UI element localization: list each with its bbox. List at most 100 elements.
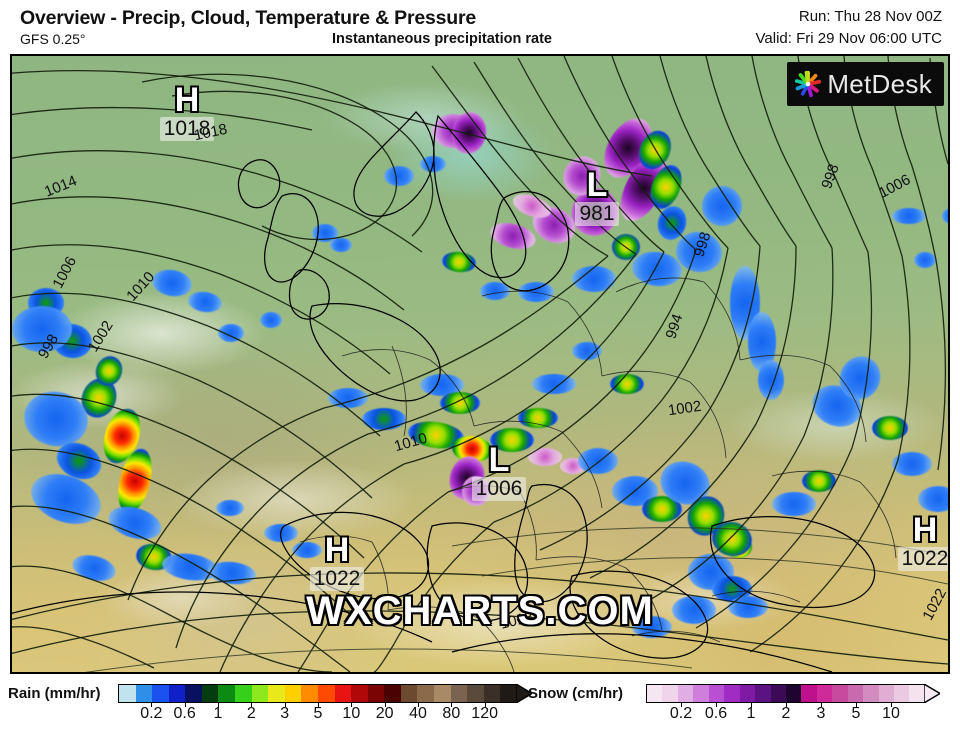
colorbar-swatch: [417, 685, 434, 702]
colorbar-tick-label: 20: [375, 705, 394, 722]
precip-cell: [518, 408, 558, 428]
precip-cell: [480, 282, 510, 300]
colorbar-tick-mark: [751, 703, 752, 707]
precip-cell: [330, 238, 352, 252]
colorbar-swatch: [201, 685, 219, 702]
colorbar-tick-label: 1: [213, 705, 223, 722]
colorbar-swatch: [708, 685, 725, 702]
colorbar-swatch: [770, 685, 786, 702]
precipitation-layer: [12, 56, 948, 672]
colorbar-swatch: [693, 685, 709, 702]
weather-map[interactable]: H 1018 L 981 L 1006 H 1022 H 1022 1018 1014 1006 100…: [10, 54, 950, 674]
colorbar-tick-label: 2: [246, 705, 256, 722]
valid-time-label: Valid: Fri 29 Nov 06:00 UTC: [755, 30, 942, 47]
colorbar-swatch: [119, 685, 136, 702]
colorbar-tick-label: 1: [746, 705, 756, 722]
colorbar-swatch: [785, 685, 802, 702]
colorbar-swatch: [894, 685, 910, 702]
colorbar-tick-label: 10: [882, 705, 900, 722]
precip-cell: [532, 374, 576, 394]
colorbar-swatch: [847, 685, 864, 702]
precip-cell: [802, 470, 836, 492]
precip-cell: [490, 428, 534, 452]
precip-cell: [216, 500, 244, 516]
precip-cell: [328, 388, 368, 408]
map-canvas: H 1018 L 981 L 1006 H 1022 H 1022 1018 1014 1006 100…: [12, 56, 948, 672]
chart-subtitle: Instantaneous precipitation rate: [332, 31, 552, 47]
colorbar-swatch: [909, 685, 925, 702]
colorbar-tick-mark: [251, 703, 253, 707]
colorbar-swatch: [251, 685, 269, 702]
colorbar-swatch: [739, 685, 756, 702]
colorbar-tick-mark: [451, 703, 453, 707]
colorbar-tick-mark: [384, 703, 386, 707]
colorbar-swatch: [235, 685, 252, 702]
colorbar-tick-mark: [716, 703, 717, 707]
colorbar-tick-mark: [184, 703, 186, 707]
colorbar-swatch: [334, 685, 352, 702]
colorbar-swatch: [400, 685, 418, 702]
snow-colorbar: [646, 684, 926, 703]
colorbar-tick-label: 0.6: [173, 705, 196, 722]
logo-text: MetDesk: [827, 68, 932, 99]
snow-colorbar-arrow: [924, 684, 940, 703]
precip-cell: [914, 252, 936, 268]
colorbar-swatch: [816, 685, 833, 702]
snow-legend-title: Snow (cm/hr): [528, 685, 624, 702]
colorbar-tick-mark: [318, 703, 319, 707]
pinwheel-icon: [795, 70, 822, 98]
colorbar-swatch: [135, 685, 153, 702]
colorbar-tick-mark: [786, 703, 787, 707]
colorbar-swatch: [863, 685, 879, 702]
precip-cell: [872, 416, 908, 440]
colorbar-tick-label: 2: [781, 705, 791, 722]
colorbar-tick-label: 3: [280, 705, 290, 722]
rain-colorbar-arrow: [516, 684, 532, 703]
precip-cell: [528, 448, 562, 466]
model-label: GFS 0.25°: [20, 31, 86, 47]
colorbar-swatch: [450, 685, 468, 702]
snow-legend: Snow (cm/hr) 0.2 0.6 1 2 3 5 10: [520, 682, 960, 734]
precip-cell: [260, 312, 282, 328]
colorbar-swatch: [384, 685, 401, 702]
colorbar-tick-mark: [284, 703, 286, 707]
snow-legend-ticks: 0.2 0.6 1 2 3 5 10: [646, 705, 926, 725]
page-title: Overview - Precip, Cloud, Temperature & …: [20, 7, 477, 29]
precip-cell: [572, 342, 602, 360]
colorbar-swatch: [467, 685, 484, 702]
precip-cell: [384, 166, 414, 186]
precip-cell: [218, 324, 244, 342]
colorbar-swatch: [433, 685, 451, 702]
colorbar-tick-mark: [151, 703, 153, 707]
colorbar-tick-label: 120: [471, 705, 499, 722]
colorbar-tick-mark: [484, 703, 486, 707]
precip-cell: [420, 374, 464, 396]
colorbar-tick-mark: [681, 703, 682, 707]
colorbar-swatch: [801, 685, 817, 702]
colorbar-tick-label: 0.2: [669, 705, 693, 722]
colorbar-tick-mark: [418, 703, 419, 707]
isobar-layer: [12, 56, 948, 672]
colorbar-swatch: [878, 685, 894, 702]
colorbar-swatch: [168, 685, 186, 702]
colorbar-tick-mark: [351, 703, 353, 707]
colorbar-swatch: [185, 685, 202, 702]
colorbar-tick-mark: [891, 703, 892, 707]
colorbar-swatch: [152, 685, 169, 702]
precip-cell: [758, 360, 784, 400]
precip-cell: [772, 492, 816, 516]
colorbar-swatch: [268, 685, 285, 702]
colorbar-swatch: [724, 685, 740, 702]
colorbar-swatch: [662, 685, 678, 702]
metdesk-logo: MetDesk: [787, 62, 944, 106]
colorbar-swatch: [367, 685, 385, 702]
precip-cell: [728, 596, 768, 618]
precip-cell: [632, 616, 672, 638]
colorbar-tick-mark: [856, 703, 857, 707]
colorbar-tick-label: 3: [816, 705, 826, 722]
run-time-label: Run: Thu 28 Nov 00Z: [798, 8, 942, 25]
colorbar-tick-mark: [821, 703, 822, 707]
colorbar-swatch: [284, 685, 302, 702]
rain-colorbar: [118, 684, 518, 703]
